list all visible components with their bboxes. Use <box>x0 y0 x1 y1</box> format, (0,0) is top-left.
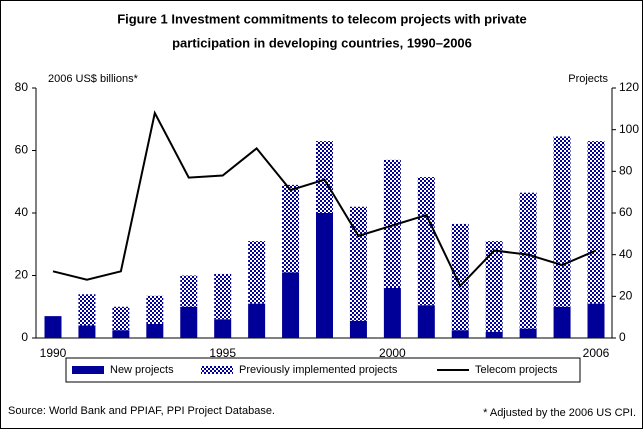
legend-box <box>65 357 581 383</box>
bar <box>112 330 130 338</box>
bar <box>519 192 537 329</box>
bar <box>146 323 164 338</box>
legend-swatch <box>72 366 104 374</box>
bar <box>316 141 333 213</box>
y-tick-label: 0 <box>21 330 28 344</box>
legend-label: Previously implemented projects <box>239 364 398 376</box>
y2-axis-label: Projects <box>568 73 608 85</box>
bar <box>587 141 605 304</box>
bar <box>349 320 367 338</box>
source: Source: World Bank and PPIAF, PPI Projec… <box>8 405 275 417</box>
bar <box>316 213 333 338</box>
bar <box>282 184 300 273</box>
bar <box>383 288 401 338</box>
bar <box>146 295 164 324</box>
y-tick-label: 20 <box>15 268 29 282</box>
bar <box>519 328 537 338</box>
bar <box>417 177 435 306</box>
x-tick-label: 1990 <box>40 346 67 360</box>
y-tick-label: 40 <box>15 205 29 219</box>
bar <box>214 319 232 338</box>
bar <box>214 273 232 320</box>
bar <box>78 325 96 338</box>
bar <box>553 136 571 307</box>
bar <box>383 159 401 288</box>
line-series <box>52 110 597 288</box>
bar <box>485 241 503 332</box>
x-tick-label: 2006 <box>583 346 610 360</box>
y2-tick-label: 120 <box>619 80 639 94</box>
bar <box>587 303 605 338</box>
bar <box>282 272 300 338</box>
legend-label: New projects <box>110 364 174 376</box>
footnote: * Adjusted by the 2006 US CPI. <box>483 407 636 419</box>
bar <box>553 306 571 338</box>
y2-tick-label: 0 <box>619 330 626 344</box>
bar <box>417 305 435 338</box>
bar <box>451 330 469 338</box>
x-tick-label: 1995 <box>209 346 236 360</box>
bar <box>248 241 266 304</box>
bar <box>451 223 469 331</box>
y2-tick-label: 60 <box>619 205 633 219</box>
bar <box>180 306 198 338</box>
bar <box>180 275 198 307</box>
bar <box>349 206 367 321</box>
bar <box>78 294 96 326</box>
y-axis-label: 2006 US$ billions* <box>48 73 139 85</box>
bar <box>248 303 266 338</box>
legend-label: Telecom projects <box>475 364 558 376</box>
y-tick-label: 60 <box>15 143 29 157</box>
chart-subtitle: participation in developing countries, 1… <box>172 35 472 50</box>
y-tick-label: 80 <box>15 80 29 94</box>
x-tick-label: 2000 <box>379 346 406 360</box>
bar <box>44 316 62 338</box>
chart-title: Figure 1 Investment commitments to telec… <box>117 11 527 26</box>
y2-tick-label: 20 <box>619 289 633 303</box>
y2-tick-label: 80 <box>619 164 633 178</box>
y2-tick-label: 100 <box>619 122 639 136</box>
y2-tick-label: 40 <box>619 247 633 261</box>
bar <box>485 331 503 338</box>
legend-swatch <box>201 366 233 374</box>
bar <box>112 306 130 331</box>
